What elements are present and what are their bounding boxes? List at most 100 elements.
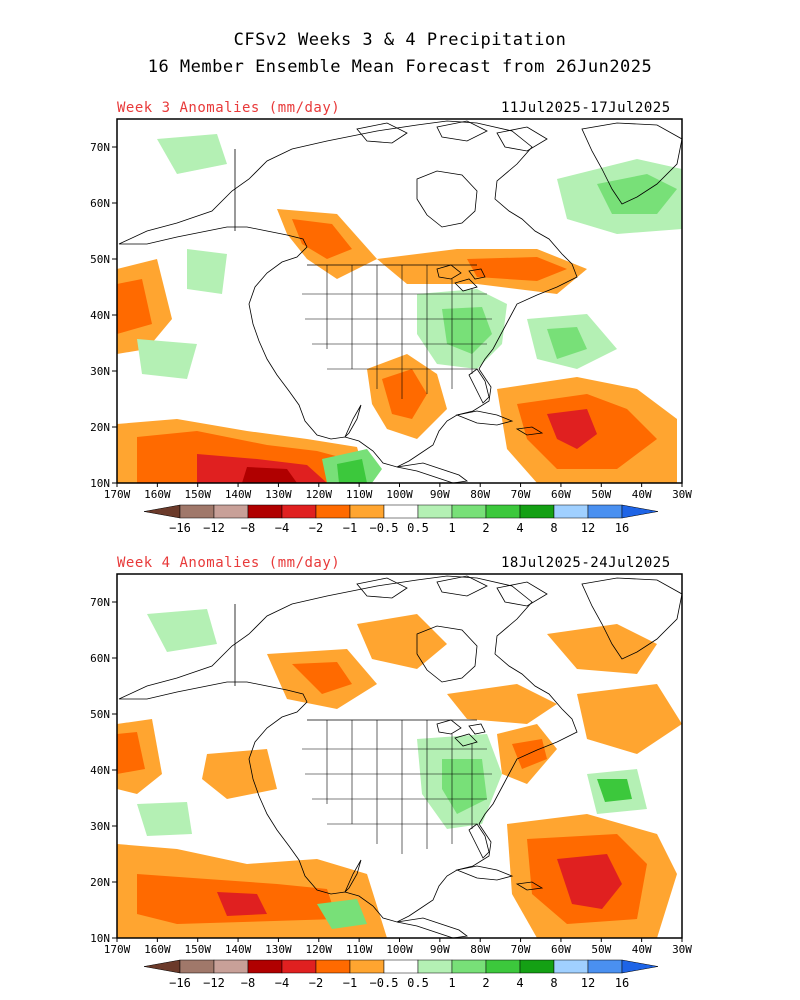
- colorbar-label: 8: [550, 976, 557, 990]
- colorbar-label: 0.5: [407, 976, 429, 990]
- colorbar-box: [281, 959, 317, 974]
- colorbar-label: −2: [309, 521, 323, 535]
- colorbar-label: −12: [203, 521, 225, 535]
- lon-label: 40W: [632, 488, 652, 501]
- lon-label: 100W: [386, 488, 413, 501]
- lon-label: 150W: [184, 488, 211, 501]
- colorbar-label: −2: [309, 976, 323, 990]
- colorbar-box: [485, 504, 521, 519]
- lon-label: 40W: [632, 943, 652, 956]
- lat-label: 60N: [90, 197, 110, 210]
- lon-label: 50W: [591, 943, 611, 956]
- colorbar-box: [519, 959, 555, 974]
- colorbar-box: [315, 504, 351, 519]
- colorbar-label: 12: [581, 976, 595, 990]
- title-line-2: 16 Member Ensemble Mean Forecast from 26…: [147, 57, 653, 77]
- lon-label: 160W: [144, 943, 171, 956]
- lon-label: 140W: [225, 943, 252, 956]
- colorbar-box: [213, 504, 249, 519]
- colorbar-label: 8: [550, 521, 557, 535]
- week3-anomaly-field: [117, 120, 682, 483]
- lon-label: 150W: [184, 943, 211, 956]
- lon-label: 50W: [591, 488, 611, 501]
- lat-label: 20N: [90, 876, 110, 889]
- colorbar-label: 16: [615, 976, 629, 990]
- lon-label: 80W: [470, 943, 490, 956]
- title-line-1: CFSv2 Weeks 3 & 4 Precipitation: [233, 30, 567, 50]
- colorbar-label: −16: [169, 976, 191, 990]
- week4-date-range: 18Jul2025-24Jul2025: [501, 555, 671, 571]
- colorbar-label: −4: [275, 976, 289, 990]
- lon-label: 90W: [430, 488, 450, 501]
- colorbar-label: 2: [482, 976, 489, 990]
- colorbar-box: [281, 504, 317, 519]
- lon-label: 60W: [551, 943, 571, 956]
- week4-colorbar: −16 −12 −8 −4 −2 −1 −0.5 0.5 1 2 4 8 12 16: [143, 959, 659, 990]
- week3-date-range: 11Jul2025-17Jul2025: [501, 100, 671, 116]
- colorbar-label: −8: [241, 521, 255, 535]
- colorbar-label: −0.5: [370, 976, 399, 990]
- colorbar-label: −0.5: [370, 521, 399, 535]
- colorbar-high-arrow: [621, 504, 659, 519]
- colorbar-label: −8: [241, 976, 255, 990]
- lat-label: 10N: [90, 477, 110, 490]
- colorbar-box: [383, 959, 419, 974]
- colorbar-box: [179, 504, 215, 519]
- lon-label: 110W: [346, 943, 373, 956]
- lon-label: 70W: [511, 943, 531, 956]
- colorbar-box: [451, 959, 487, 974]
- lat-label: 10N: [90, 932, 110, 945]
- colorbar-box: [383, 504, 419, 519]
- colorbar-low-arrow: [143, 959, 181, 974]
- lat-label: 70N: [90, 141, 110, 154]
- colorbar-high-arrow: [621, 959, 659, 974]
- colorbar-label: 1: [448, 976, 455, 990]
- lon-label: 110W: [346, 488, 373, 501]
- colorbar-box: [417, 959, 453, 974]
- colorbar-box: [485, 959, 521, 974]
- lon-label: 30W: [672, 943, 692, 956]
- lon-label: 90W: [430, 943, 450, 956]
- lon-label: 130W: [265, 943, 292, 956]
- lat-label: 60N: [90, 652, 110, 665]
- colorbar-box: [315, 959, 351, 974]
- colorbar-box: [179, 959, 215, 974]
- colorbar-label: 16: [615, 521, 629, 535]
- lon-label: 170W: [104, 943, 131, 956]
- lon-label: 130W: [265, 488, 292, 501]
- colorbar-box: [553, 959, 589, 974]
- colorbar-box: [247, 504, 283, 519]
- colorbar-box: [451, 504, 487, 519]
- colorbar-label: 12: [581, 521, 595, 535]
- lat-label: 40N: [90, 764, 110, 777]
- colorbar-label: 1: [448, 521, 455, 535]
- lat-label: 50N: [90, 253, 110, 266]
- colorbar-box: [417, 504, 453, 519]
- colorbar-box: [553, 504, 589, 519]
- week4-anomaly-field: [117, 575, 682, 938]
- colorbar-box: [213, 959, 249, 974]
- week4-panel-label: Week 4 Anomalies (mm/day): [117, 555, 341, 571]
- lon-label: 160W: [144, 488, 171, 501]
- colorbar-box: [247, 959, 283, 974]
- lon-label: 170W: [104, 488, 131, 501]
- lat-label: 30N: [90, 365, 110, 378]
- lat-label: 50N: [90, 708, 110, 721]
- colorbar-label: 4: [516, 976, 523, 990]
- week3-panel-label: Week 3 Anomalies (mm/day): [117, 100, 341, 116]
- colorbar-low-arrow: [143, 504, 181, 519]
- colorbar-box: [587, 504, 623, 519]
- lat-label: 20N: [90, 421, 110, 434]
- lat-label: 40N: [90, 309, 110, 322]
- lon-label: 80W: [470, 488, 490, 501]
- colorbar-label: −1: [343, 976, 357, 990]
- colorbar-label: −16: [169, 521, 191, 535]
- colorbar-label: 2: [482, 521, 489, 535]
- colorbar-box: [587, 959, 623, 974]
- colorbar-label: 4: [516, 521, 523, 535]
- lat-label: 30N: [90, 820, 110, 833]
